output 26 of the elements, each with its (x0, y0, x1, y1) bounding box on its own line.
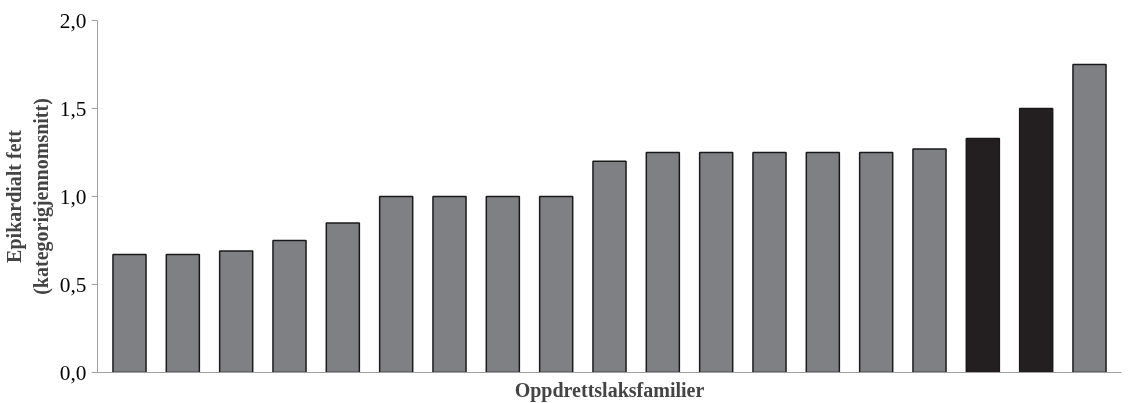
bar (592, 160, 627, 373)
bar (645, 151, 681, 373)
bar (325, 222, 361, 373)
bar (752, 151, 787, 373)
bar (912, 148, 947, 373)
y-tick-label: 1,5 (59, 96, 87, 121)
bar (432, 195, 467, 373)
y-tick-label: 2,0 (59, 8, 87, 33)
bar (1018, 107, 1054, 373)
bar (165, 253, 201, 373)
bar (378, 195, 414, 373)
bar (272, 239, 307, 373)
bar (112, 253, 147, 373)
y-tick-label: 0,0 (59, 360, 87, 385)
x-axis-title: Oppdrettslaksfamilier (514, 378, 705, 402)
bar (698, 151, 734, 373)
bar (218, 250, 254, 373)
y-tick-label: 0,5 (59, 272, 87, 297)
y-tick-label: 1,0 (59, 184, 87, 209)
bar (538, 195, 574, 373)
y-axis-title: Epikardialt fett (kategorigjennomsnitt) (3, 98, 53, 295)
bar (965, 137, 1001, 373)
bar (805, 151, 841, 373)
bar (858, 151, 894, 373)
bar (1072, 63, 1107, 373)
bar (485, 195, 521, 373)
